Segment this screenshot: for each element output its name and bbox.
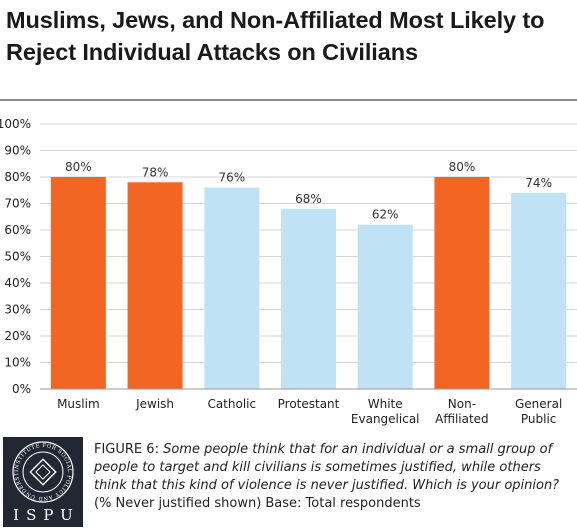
y-tick-label: 60% xyxy=(4,223,31,237)
category-label: Catholic xyxy=(207,397,256,411)
data-label: 74% xyxy=(525,176,552,190)
category-label: Public xyxy=(521,412,557,426)
logo-emblem: INSTITUTE FOR SOCIAL POLICY AND UNDERSTA… xyxy=(0,433,74,503)
category-label: Affiliated xyxy=(435,412,489,426)
category-label: Evangelical xyxy=(351,412,420,426)
bars xyxy=(50,177,567,389)
logo-wordmark: ISPU xyxy=(13,506,80,524)
y-tick-label: 0% xyxy=(12,382,31,396)
bar xyxy=(204,187,260,389)
y-tick-label: 10% xyxy=(4,356,31,370)
data-label: 78% xyxy=(142,165,169,179)
bar xyxy=(357,224,413,389)
y-tick-label: 50% xyxy=(4,250,31,264)
category-label: General xyxy=(515,397,562,411)
y-tick-label: 70% xyxy=(4,197,31,211)
data-label: 80% xyxy=(65,160,92,174)
y-tick-label: 20% xyxy=(4,329,31,343)
chart-title: Muslims, Jews, and Non-Affiliated Most L… xyxy=(6,7,545,65)
bar xyxy=(127,182,183,389)
y-tick-label: 90% xyxy=(4,144,31,158)
category-label: Protestant xyxy=(278,397,340,411)
figure-number: FIGURE 6 xyxy=(94,442,155,457)
figure-caption: FIGURE 6: Some people think that for an … xyxy=(94,442,560,511)
category-label: White xyxy=(368,397,403,411)
y-axis-ticks: 0% 10% 20% 30% 40% 50% 60% 70% 80% 90% 100% xyxy=(0,117,31,396)
bar xyxy=(434,177,490,389)
category-label: Muslim xyxy=(57,397,100,411)
bar xyxy=(50,177,106,389)
title-divider xyxy=(0,99,577,101)
data-label: 62% xyxy=(372,208,399,222)
y-tick-label: 80% xyxy=(4,170,31,184)
y-tick-label: 40% xyxy=(4,276,31,290)
y-tick-label: 30% xyxy=(4,303,31,317)
category-labels: Muslim Jewish Catholic Protestant WhiteEvang… xyxy=(57,397,562,426)
survey-question: Some people think that for an individual… xyxy=(94,442,560,493)
caption-note: (% Never justified shown) Base: Total re… xyxy=(94,496,421,511)
data-label: 76% xyxy=(218,171,245,185)
category-label: Jewish xyxy=(135,397,174,411)
category-label: Non- xyxy=(448,397,476,411)
ispu-logo: INSTITUTE FOR SOCIAL POLICY AND UNDERSTA… xyxy=(0,433,83,527)
data-label: 80% xyxy=(449,160,476,174)
data-label: 68% xyxy=(295,192,322,206)
bar xyxy=(511,192,567,389)
bar xyxy=(281,208,336,389)
y-tick-label: 100% xyxy=(0,117,31,131)
data-labels: 80% 78% 76% 68% 62% 80% 74% xyxy=(65,160,552,222)
bar-chart: 0% 10% 20% 30% 40% 50% 60% 70% 80% 90% 100% 80% 78%… xyxy=(0,117,577,426)
